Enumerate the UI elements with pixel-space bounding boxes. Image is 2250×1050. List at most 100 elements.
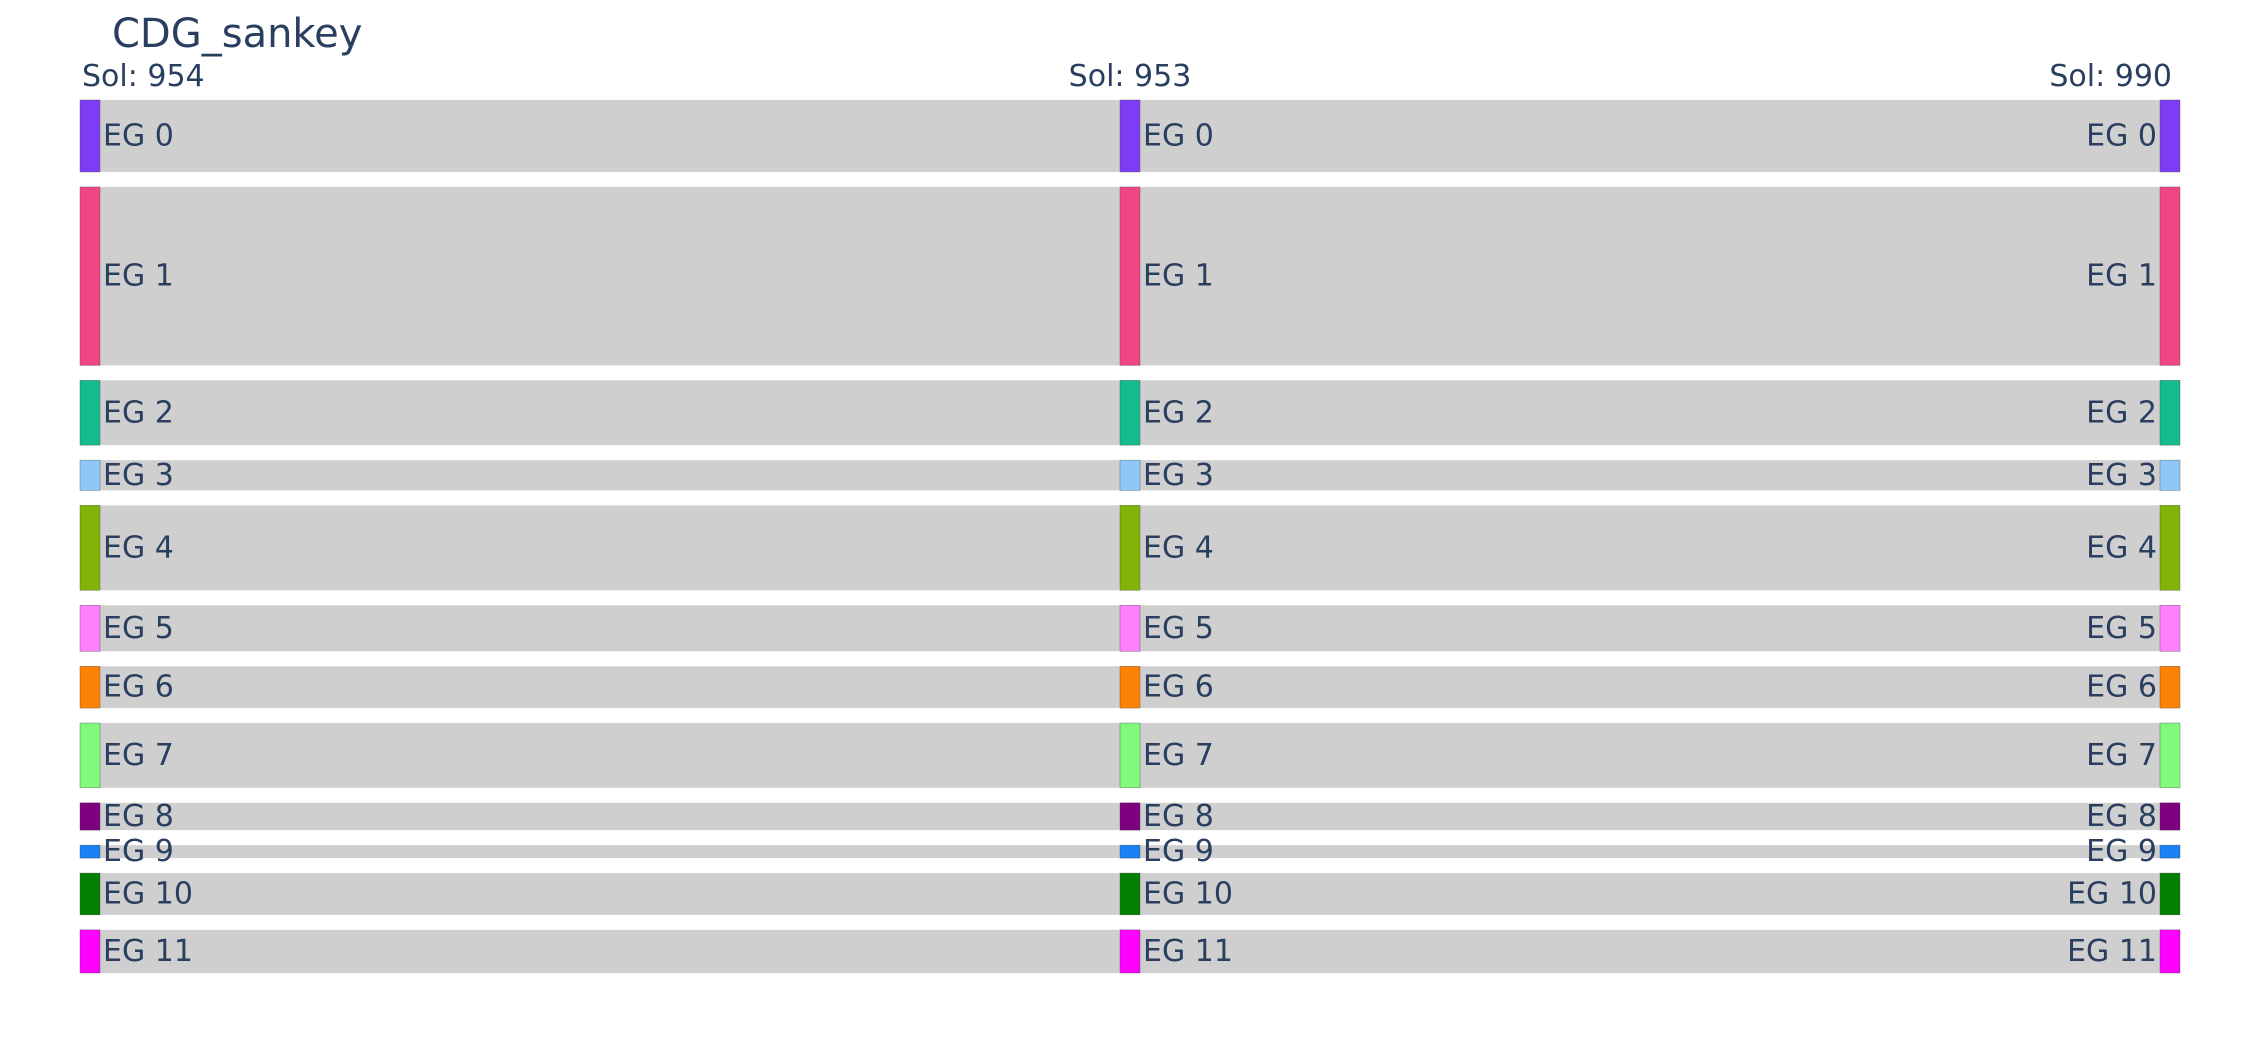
link-1-2-eg-1 [1140, 186, 2160, 366]
node-label-col2-eg-7: EG 7 [2086, 738, 2157, 773]
node-col1-eg-7 [1119, 722, 1141, 789]
node-label-col2-eg-4: EG 4 [2086, 530, 2157, 565]
node-label-col0-eg-8: EG 8 [103, 799, 174, 834]
node-col2-eg-11 [2159, 929, 2181, 974]
node-col2-eg-2 [2159, 380, 2181, 446]
node-col0-eg-2 [79, 380, 101, 446]
link-1-2-eg-7 [1140, 723, 2160, 788]
node-col2-eg-3 [2159, 459, 2181, 491]
node-col1-eg-11 [1119, 929, 1141, 974]
node-label-col1-eg-1: EG 1 [1143, 259, 1214, 294]
node-col2-eg-1 [2159, 186, 2181, 366]
column-label-1: Sol: 953 [1069, 59, 1192, 94]
link-1-2-eg-10 [1140, 873, 2160, 915]
link-0-1-eg-8 [100, 802, 1120, 831]
node-label-col1-eg-3: EG 3 [1143, 458, 1214, 493]
node-col0-eg-3 [79, 459, 101, 491]
node-col0-eg-1 [79, 186, 101, 366]
link-0-1-eg-5 [100, 605, 1120, 652]
node-col1-eg-2 [1119, 380, 1141, 446]
link-group [100, 100, 2160, 973]
node-label-col2-eg-11: EG 11 [2067, 934, 2157, 969]
node-label-col1-eg-4: EG 4 [1143, 530, 1214, 565]
node-label-col2-eg-3: EG 3 [2086, 458, 2157, 493]
link-1-2-eg-6 [1140, 666, 2160, 709]
link-1-2-eg-11 [1140, 929, 2160, 973]
node-label-col1-eg-5: EG 5 [1143, 611, 1214, 646]
link-1-2-eg-8 [1140, 802, 2160, 831]
link-1-2-eg-0 [1140, 100, 2160, 172]
node-col0-eg-5 [79, 604, 101, 652]
node-col2-eg-8 [2159, 802, 2181, 831]
link-1-2-eg-9 [1140, 845, 2160, 859]
node-col0-eg-4 [79, 505, 101, 591]
node-label-col1-eg-8: EG 8 [1143, 799, 1214, 834]
link-1-2-eg-4 [1140, 505, 2160, 591]
node-label-col1-eg-2: EG 2 [1143, 395, 1214, 430]
link-1-2-eg-5 [1140, 605, 2160, 652]
link-1-2-eg-2 [1140, 380, 2160, 446]
node-col0-eg-10 [79, 872, 101, 916]
chart-title: CDG_sankey [112, 11, 362, 57]
node-label-col1-eg-10: EG 10 [1143, 876, 1233, 911]
node-label-col0-eg-3: EG 3 [103, 458, 174, 493]
node-label-col2-eg-10: EG 10 [2067, 876, 2157, 911]
node-label-col0-eg-5: EG 5 [103, 611, 174, 646]
node-col2-eg-9 [2159, 844, 2181, 859]
node-label-col1-eg-6: EG 6 [1143, 670, 1214, 705]
node-label-col2-eg-5: EG 5 [2086, 611, 2157, 646]
node-col1-eg-5 [1119, 604, 1141, 652]
link-0-1-eg-6 [100, 666, 1120, 709]
node-label-col0-eg-10: EG 10 [103, 876, 193, 911]
node-col1-eg-4 [1119, 505, 1141, 591]
node-col0-eg-6 [79, 666, 101, 709]
node-col1-eg-8 [1119, 802, 1141, 831]
node-col1-eg-9 [1119, 844, 1141, 859]
node-label-col1-eg-11: EG 11 [1143, 934, 1233, 969]
node-label-col0-eg-11: EG 11 [103, 934, 193, 969]
node-label-col1-eg-0: EG 0 [1143, 118, 1214, 153]
node-label-col1-eg-7: EG 7 [1143, 738, 1214, 773]
node-col1-eg-6 [1119, 666, 1141, 709]
node-label-col0-eg-2: EG 2 [103, 395, 174, 430]
link-1-2-eg-3 [1140, 460, 2160, 491]
node-label-col0-eg-6: EG 6 [103, 670, 174, 705]
link-0-1-eg-11 [100, 929, 1120, 973]
node-col0-eg-11 [79, 929, 101, 974]
link-0-1-eg-10 [100, 873, 1120, 915]
node-col2-eg-10 [2159, 872, 2181, 916]
link-0-1-eg-4 [100, 505, 1120, 591]
column-labels: Sol: 954 Sol: 953 Sol: 990 [82, 59, 2172, 94]
node-label-col2-eg-1: EG 1 [2086, 259, 2157, 294]
node-col0-eg-9 [79, 844, 101, 859]
node-col1-eg-10 [1119, 872, 1141, 916]
column-label-0: Sol: 954 [82, 59, 205, 94]
node-col1-eg-1 [1119, 186, 1141, 366]
link-0-1-eg-7 [100, 723, 1120, 788]
node-label-col0-eg-0: EG 0 [103, 118, 174, 153]
node-col0-eg-7 [79, 722, 101, 789]
node-label-col2-eg-2: EG 2 [2086, 395, 2157, 430]
node-group [79, 99, 2181, 974]
node-label-col0-eg-9: EG 9 [103, 834, 174, 869]
node-label-col2-eg-8: EG 8 [2086, 799, 2157, 834]
node-col2-eg-7 [2159, 722, 2181, 789]
link-0-1-eg-3 [100, 460, 1120, 491]
node-label-col0-eg-4: EG 4 [103, 530, 174, 565]
node-col2-eg-4 [2159, 505, 2181, 591]
node-label-col0-eg-7: EG 7 [103, 738, 174, 773]
label-group: EG 0EG 1EG 2EG 3EG 4EG 5EG 6EG 7EG 8EG 9… [103, 118, 2157, 968]
link-0-1-eg-1 [100, 186, 1120, 366]
node-col1-eg-0 [1119, 99, 1141, 173]
node-col0-eg-0 [79, 99, 101, 173]
node-col1-eg-3 [1119, 459, 1141, 491]
node-col2-eg-5 [2159, 604, 2181, 652]
node-label-col0-eg-1: EG 1 [103, 259, 174, 294]
node-label-col1-eg-9: EG 9 [1143, 834, 1214, 869]
node-col2-eg-0 [2159, 99, 2181, 173]
link-0-1-eg-2 [100, 380, 1120, 446]
node-label-col2-eg-9: EG 9 [2086, 834, 2157, 869]
node-label-col2-eg-0: EG 0 [2086, 118, 2157, 153]
column-label-2: Sol: 990 [2049, 59, 2172, 94]
